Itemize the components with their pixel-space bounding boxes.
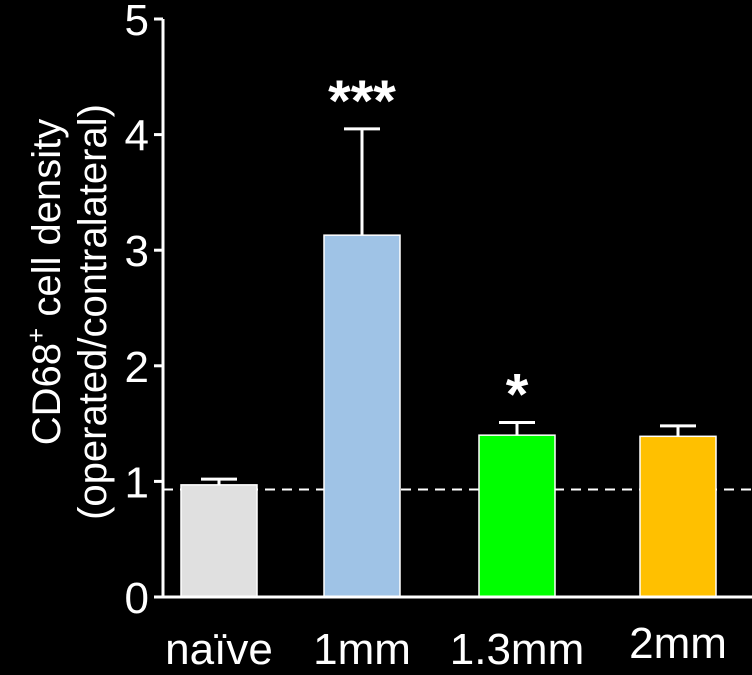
y-tick-label-1: 1	[125, 458, 149, 507]
bar-1	[323, 234, 401, 598]
y-axis-label: CD68+ cell density (operated/contralater…	[21, 104, 115, 520]
y-tick-label-0: 0	[125, 574, 149, 623]
y-tick-label-3: 3	[125, 227, 149, 276]
y-axis-label-line1: CD68+ cell density	[21, 119, 69, 445]
bar-0	[180, 484, 258, 598]
significance-label-1: ***	[328, 69, 396, 134]
y-tick-label-4: 4	[125, 112, 149, 161]
y-axis-label-line2: (operated/contralateral)	[71, 104, 115, 520]
x-tick-label-1: 1mm	[313, 625, 411, 670]
bar-3	[639, 435, 717, 598]
y-tick-label-5: 5	[125, 0, 149, 45]
x-tick-label-3: 2mm	[629, 619, 727, 668]
x-tick-label-2: 1.3mm	[450, 625, 584, 670]
significance-label-2: *	[506, 362, 529, 427]
y-tick-label-2: 2	[125, 343, 149, 392]
bar-2	[478, 434, 556, 598]
x-tick-label-0: naïve	[165, 625, 273, 670]
